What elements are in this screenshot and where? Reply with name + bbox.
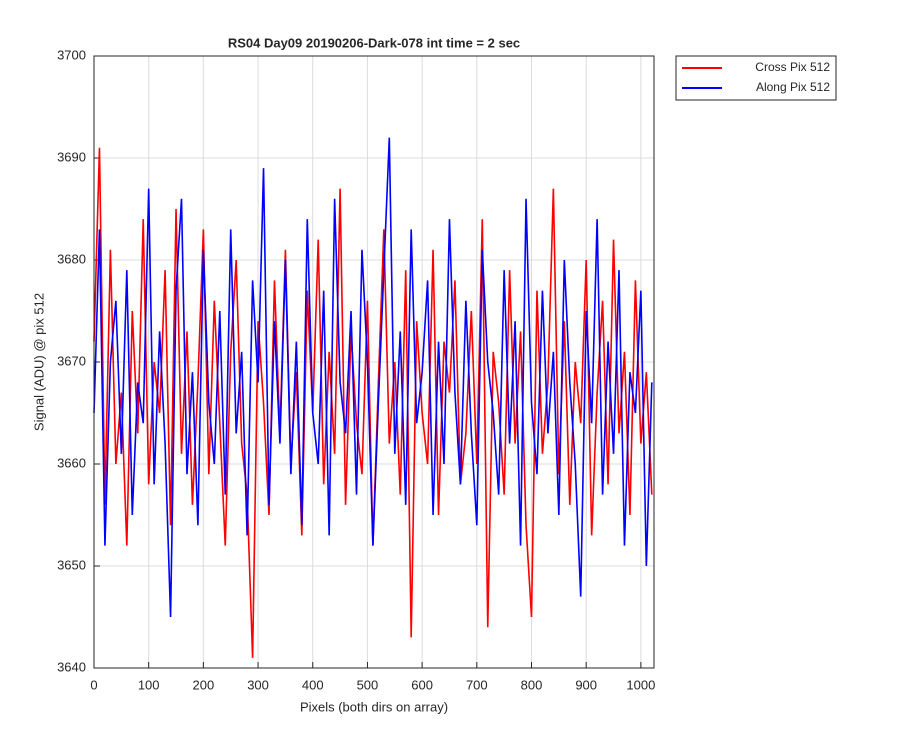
legend-label: Cross Pix 512 (755, 60, 830, 74)
legend-label: Along Pix 512 (756, 80, 830, 94)
x-tick-label: 1000 (626, 677, 655, 692)
series-line (93, 137, 653, 618)
x-tick-label: 300 (247, 677, 269, 692)
y-tick-label: 3670 (57, 353, 86, 368)
y-tick-label: 3690 (57, 149, 86, 164)
x-tick-label: 900 (575, 677, 597, 692)
y-tick-label: 3660 (57, 455, 86, 470)
y-tick-label: 3700 (57, 47, 86, 62)
x-tick-label: 0 (90, 677, 97, 692)
x-tick-label: 100 (138, 677, 160, 692)
x-tick-label: 400 (302, 677, 324, 692)
y-tick-label: 3680 (57, 251, 86, 266)
y-tick-label: 3650 (57, 557, 86, 572)
x-tick-label: 800 (521, 677, 543, 692)
y-tick-label: 3640 (57, 659, 86, 674)
chart-title: RS04 Day09 20190206-Dark-078 int time = … (228, 35, 520, 50)
x-tick-label: 600 (411, 677, 433, 692)
plot-frame (93, 55, 655, 669)
x-tick-label: 200 (193, 677, 215, 692)
y-axis-label: Signal (ADU) @ pix 512 (31, 293, 46, 431)
x-tick-label: 500 (357, 677, 379, 692)
x-tick-label: 700 (466, 677, 488, 692)
legend-box (675, 55, 837, 101)
x-axis-label: Pixels (both dirs on array) (300, 699, 448, 714)
